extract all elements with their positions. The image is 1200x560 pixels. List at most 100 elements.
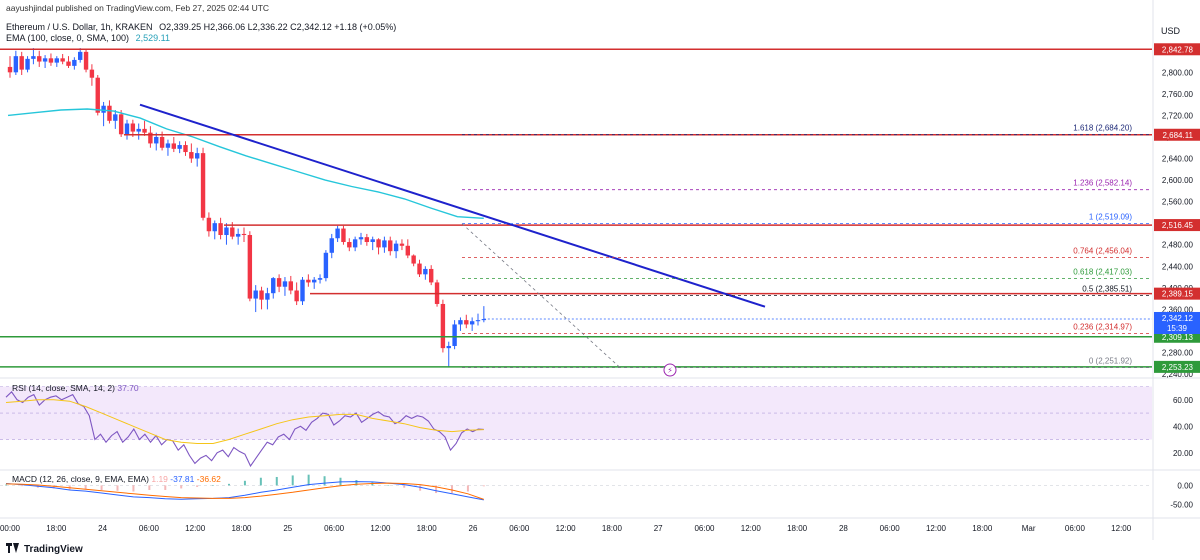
time-tick-label: 18:00: [787, 524, 808, 533]
candle: [25, 58, 30, 70]
candle: [113, 114, 118, 121]
currency-label: USD: [1161, 26, 1181, 36]
candle: [136, 128, 141, 132]
macd-value-signal: -36.62: [196, 474, 221, 484]
candle: [458, 320, 463, 325]
price-level-badge: [1154, 219, 1200, 232]
macd-histogram-bar: [419, 485, 422, 491]
price-tick-label: 2,440.00: [1162, 262, 1194, 271]
price-level-badge-label: 2,309.13: [1162, 333, 1194, 342]
candle: [206, 217, 212, 232]
candle: [300, 279, 305, 302]
price-tick-label: 2,640.00: [1162, 155, 1194, 164]
macd-histogram-bar: [180, 485, 183, 489]
candle: [423, 268, 428, 275]
price-level-badge-label: 2,253.23: [1162, 363, 1194, 372]
price-tick-label: 2,760.00: [1162, 90, 1194, 99]
time-tick-label: 18:00: [602, 524, 623, 533]
symbol-title[interactable]: Ethereum / U.S. Dollar, 1h, KRAKEN: [6, 22, 153, 32]
price-level-badge-label: 2,516.45: [1162, 221, 1194, 230]
candle: [37, 56, 42, 62]
price-tick-label: 2,600.00: [1162, 176, 1194, 185]
macd-histogram-bar: [132, 485, 135, 492]
candle: [13, 56, 19, 73]
macd-histogram-bar: [212, 485, 215, 486]
time-tick-label: 24: [98, 524, 107, 533]
rsi-ma-line: [5, 399, 484, 444]
candle: [253, 290, 258, 299]
candle: [247, 235, 253, 299]
price-level-badge: [1154, 360, 1200, 373]
ema-100-line: [7, 108, 484, 219]
macd-histogram-bar: [466, 485, 469, 492]
macd-histogram-bar: [148, 485, 151, 490]
candle: [83, 51, 89, 70]
candle: [200, 153, 206, 218]
candle: [230, 227, 235, 237]
candle: [388, 240, 393, 252]
candle: [235, 233, 241, 237]
candle: [154, 136, 159, 144]
candle: [358, 237, 364, 240]
time-tick-label: 00:00: [0, 524, 21, 533]
price-level-badge: [1154, 43, 1200, 56]
candle: [118, 114, 124, 135]
candle: [159, 136, 165, 148]
candle: [72, 59, 77, 66]
macd-histogram-bar: [450, 485, 453, 494]
candle: [382, 240, 387, 248]
candle: [370, 239, 375, 243]
candle: [124, 123, 130, 135]
macd-label: MACD (12, 26, close, 9, EMA, EMA): [12, 474, 149, 484]
price-level-badge: [1154, 287, 1200, 300]
candle: [271, 278, 276, 294]
fib-level-label: 0.5 (2,385.51): [1082, 285, 1132, 294]
candle: [130, 123, 136, 132]
time-tick-label: 12:00: [185, 524, 206, 533]
tradingview-logo[interactable]: TradingView: [6, 543, 83, 555]
candle: [306, 279, 311, 283]
fib-level-label: 1 (2,519.09): [1089, 213, 1132, 222]
macd-histogram-bar: [196, 485, 199, 487]
time-tick-label: 12:00: [1111, 524, 1132, 533]
candle: [376, 239, 381, 248]
candle: [265, 293, 270, 300]
candle: [177, 145, 182, 149]
bearish-trendline: [139, 103, 766, 308]
candle: [464, 320, 469, 325]
time-tick-label: 25: [283, 524, 292, 533]
macd-histogram-bar: [387, 485, 390, 486]
fib-level-label: 0 (2,251.92): [1089, 357, 1132, 366]
candle: [142, 128, 147, 133]
macd-legend[interactable]: MACD (12, 26, close, 9, EMA, EMA) 1.19 -…: [12, 474, 221, 484]
macd-histogram-bar: [243, 480, 246, 486]
time-tick-label: 18:00: [417, 524, 438, 533]
candle: [148, 132, 153, 144]
time-tick-label: 18:00: [972, 524, 993, 533]
time-tick-label: 12:00: [556, 524, 577, 533]
price-tick-label: 2,280.00: [1162, 348, 1194, 357]
candle: [171, 143, 176, 149]
fib-level-label: 1.236 (2,582.14): [1073, 179, 1132, 188]
macd-value-hist: 1.19: [151, 474, 168, 484]
candle: [259, 290, 264, 300]
candle: [224, 227, 229, 236]
candle: [429, 268, 434, 283]
price-tick-label: 2,240.00: [1162, 370, 1194, 379]
macd-histogram-bar: [227, 483, 230, 486]
macd-histogram-bar: [164, 485, 167, 490]
time-tick-label: 06:00: [1065, 524, 1086, 533]
publisher-line: aayushjindal published on TradingView.co…: [6, 3, 270, 13]
rsi-legend[interactable]: RSI (14, close, SMA, 14, 2) 37.70: [12, 383, 139, 393]
macd-value-macd: -37.81: [170, 474, 195, 484]
fib-level-label: 0.618 (2,417.03): [1073, 268, 1132, 277]
candle: [48, 58, 54, 63]
countdown-label: 15:39: [1167, 324, 1188, 333]
price-level-badge-label: 2,389.15: [1162, 290, 1194, 299]
ema-legend[interactable]: EMA (100, close, 0, SMA, 100) 2,529.11: [6, 33, 174, 43]
fib-level-label: 0.236 (2,314.97): [1073, 323, 1132, 332]
candle: [19, 56, 24, 70]
price-tick-label: 2,360.00: [1162, 305, 1194, 314]
candle: [282, 281, 288, 287]
